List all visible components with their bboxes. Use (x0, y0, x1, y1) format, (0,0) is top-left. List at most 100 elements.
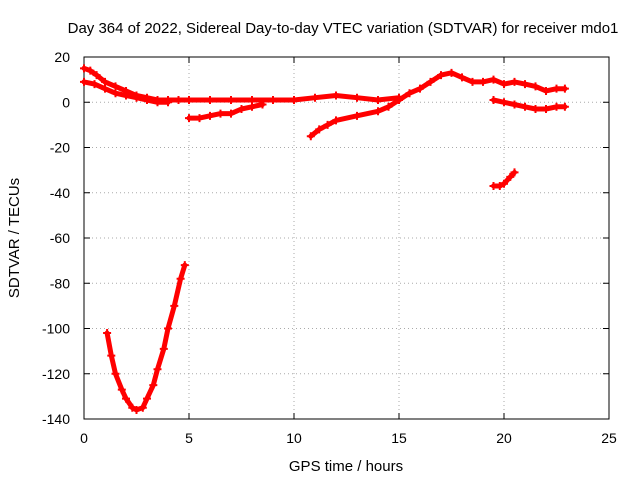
data-point (237, 105, 246, 114)
data-point (552, 84, 561, 93)
data-point (510, 168, 519, 177)
data-point (101, 77, 109, 86)
data-point (227, 109, 235, 118)
series-arc-c (185, 100, 267, 123)
data-point (500, 80, 508, 89)
y-tick-label: -120 (42, 366, 70, 382)
data-point (531, 105, 540, 114)
data-point (306, 132, 315, 141)
data-point (489, 75, 498, 84)
data-point (86, 66, 95, 75)
series-arc-g (103, 261, 189, 414)
data-point (92, 71, 101, 80)
data-point (521, 102, 529, 111)
data-point (395, 95, 403, 104)
data-point (531, 82, 540, 91)
y-tick-label: -40 (50, 185, 70, 201)
data-point (468, 77, 477, 86)
axis-ticks: 0 5 10 15 20 25 20 0 -20 -40 -60 -80 -100 -120 -140 (42, 49, 617, 446)
data-point (447, 68, 456, 77)
y-tick-label: -20 (50, 140, 70, 156)
data-point (542, 105, 550, 114)
data-point (149, 381, 158, 390)
data-point (426, 77, 435, 86)
data-point (132, 93, 141, 102)
data-point (353, 93, 361, 102)
x-tick-label: 10 (286, 430, 302, 446)
series-line (308, 70, 568, 139)
data-point (111, 82, 120, 91)
data-point (164, 98, 172, 107)
data-point (332, 116, 340, 125)
data-point (560, 84, 569, 93)
series-arc-f (489, 168, 519, 190)
x-tick-label: 5 (185, 430, 193, 446)
data-point (143, 95, 151, 104)
data-point (374, 107, 382, 116)
data-point (176, 274, 185, 283)
data-point (138, 403, 147, 412)
data-point (323, 120, 332, 129)
data-point (248, 95, 256, 104)
data-point (405, 89, 414, 98)
series-line (104, 262, 188, 413)
data-point (111, 89, 120, 98)
data-point (521, 80, 529, 89)
data-point (122, 91, 130, 100)
grid (84, 57, 609, 419)
data-point (153, 365, 162, 374)
data-point (258, 100, 267, 109)
data-point (510, 100, 519, 109)
y-tick-label: -140 (42, 411, 70, 427)
data-point (132, 405, 141, 414)
plot-frame (83, 56, 610, 420)
data-point (552, 102, 561, 111)
data-point (216, 109, 225, 118)
x-tick-label: 25 (601, 430, 617, 446)
data-point (311, 93, 319, 102)
y-tick-label: 0 (62, 94, 70, 110)
data-marks (80, 64, 569, 414)
data-point (153, 98, 162, 107)
data-point (128, 403, 137, 412)
chart-title: Day 364 of 2022, Sidereal Day-to-day VTE… (68, 20, 619, 37)
data-point (185, 114, 193, 123)
data-point (374, 95, 382, 104)
data-point (159, 344, 168, 353)
data-point (170, 301, 179, 310)
data-point (510, 77, 519, 86)
data-point (80, 77, 88, 86)
data-point (416, 84, 424, 93)
x-tick-label: 20 (496, 430, 512, 446)
data-point (164, 324, 172, 333)
data-point (90, 80, 99, 89)
data-point (122, 394, 130, 403)
x-axis-title: GPS time / hours (289, 458, 403, 475)
data-point (107, 351, 116, 360)
data-point (248, 102, 256, 111)
data-point (560, 102, 569, 111)
y-tick-label: -60 (50, 230, 70, 246)
data-point (489, 95, 498, 104)
data-point (180, 261, 189, 270)
data-point (495, 181, 504, 190)
data-point (103, 329, 112, 338)
y-tick-label: -100 (42, 321, 70, 337)
series-arc-d (306, 68, 569, 141)
data-point (506, 172, 515, 181)
y-tick-label: -80 (50, 275, 70, 291)
y-axis-title: SDTVAR / TECUs (6, 178, 23, 298)
data-point (195, 114, 204, 123)
data-point (353, 111, 361, 120)
data-point (315, 125, 324, 134)
data-point (500, 179, 508, 188)
data-point (332, 91, 340, 100)
data-point (542, 86, 550, 95)
data-point (500, 98, 508, 107)
data-point (206, 95, 214, 104)
data-point (111, 369, 120, 378)
data-point (227, 95, 235, 104)
data-point (80, 64, 88, 73)
series-line (81, 65, 402, 103)
